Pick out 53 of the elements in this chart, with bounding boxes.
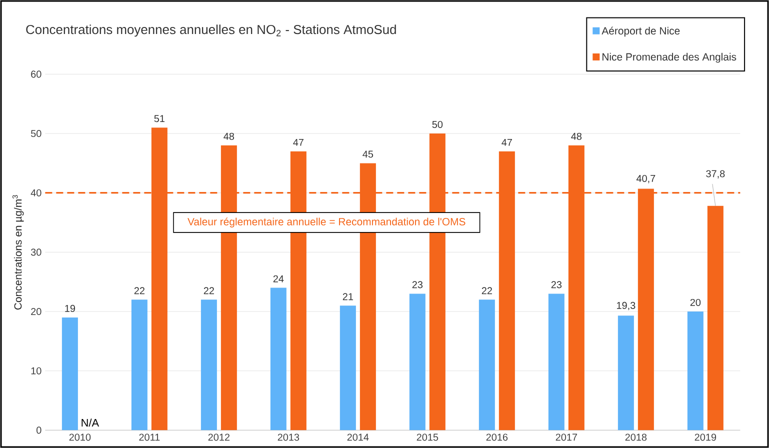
data-label: 20 bbox=[690, 298, 701, 306]
bar bbox=[409, 294, 426, 430]
data-label: 24 bbox=[273, 275, 284, 282]
data-label: 50 bbox=[432, 120, 443, 128]
x-tick-label: 2016 bbox=[486, 434, 508, 441]
x-tick-label: 2010 bbox=[69, 434, 91, 441]
x-tick-label: 2015 bbox=[416, 434, 438, 441]
data-label: 22 bbox=[134, 287, 144, 294]
bar bbox=[200, 300, 217, 430]
data-label: 47 bbox=[502, 138, 512, 146]
y-tick-label: 10 bbox=[31, 367, 42, 374]
bar bbox=[131, 300, 148, 430]
x-tick-label: 2018 bbox=[625, 434, 647, 441]
data-label: 22 bbox=[482, 287, 492, 294]
y-tick-label: 0 bbox=[36, 426, 42, 434]
data-label: 19 bbox=[65, 304, 76, 312]
x-tick-label: 2019 bbox=[694, 434, 716, 441]
bar bbox=[687, 312, 704, 430]
data-label: 48 bbox=[571, 132, 582, 140]
bar bbox=[707, 206, 724, 430]
y-tick-label: 40 bbox=[30, 189, 42, 196]
data-label: 37,8 bbox=[706, 170, 725, 178]
data-label: 51 bbox=[154, 115, 164, 122]
text: N/A bbox=[82, 418, 100, 427]
y-tick-label: 60 bbox=[31, 70, 42, 78]
bar bbox=[478, 300, 495, 430]
y-tick-label: 50 bbox=[30, 130, 42, 138]
data-label: 48 bbox=[224, 132, 234, 140]
ref-line-label: Valeur réglementaire annuelle = Recommandation de l'OMS bbox=[188, 218, 466, 228]
data-label: 21 bbox=[342, 293, 353, 300]
data-label: 23 bbox=[551, 281, 562, 288]
data-label: 40,7 bbox=[636, 174, 656, 184]
x-tick-label: 2013 bbox=[278, 434, 300, 441]
data-label: 45 bbox=[362, 150, 374, 158]
bar bbox=[618, 316, 634, 430]
data-label: 23 bbox=[412, 281, 423, 288]
data-label: 47 bbox=[293, 138, 304, 146]
y-tick-label: 30 bbox=[30, 248, 42, 256]
legend-label: Aéroport de Nice bbox=[602, 26, 680, 37]
x-tick-label: 2014 bbox=[347, 434, 369, 441]
bar bbox=[62, 317, 78, 430]
bar bbox=[548, 294, 564, 430]
data-label: 22 bbox=[204, 287, 214, 294]
chart-title: Concentrations moyennes annuelles en NO$_{2}$ - Stations AtmoSud bbox=[26, 24, 396, 37]
x-tick-label: 2012 bbox=[208, 434, 230, 441]
y-axis-title: Concentrations en µg/m$^{3}$ bbox=[12, 195, 24, 310]
legend-label: Nice Promenade des Anglais bbox=[602, 52, 736, 63]
data-label: 19,3 bbox=[617, 302, 636, 310]
bar bbox=[270, 288, 286, 430]
y-tick-label: 20 bbox=[31, 308, 42, 316]
x-tick-label: 2017 bbox=[556, 434, 578, 441]
bar bbox=[340, 306, 356, 430]
x-tick-label: 2011 bbox=[139, 434, 160, 441]
